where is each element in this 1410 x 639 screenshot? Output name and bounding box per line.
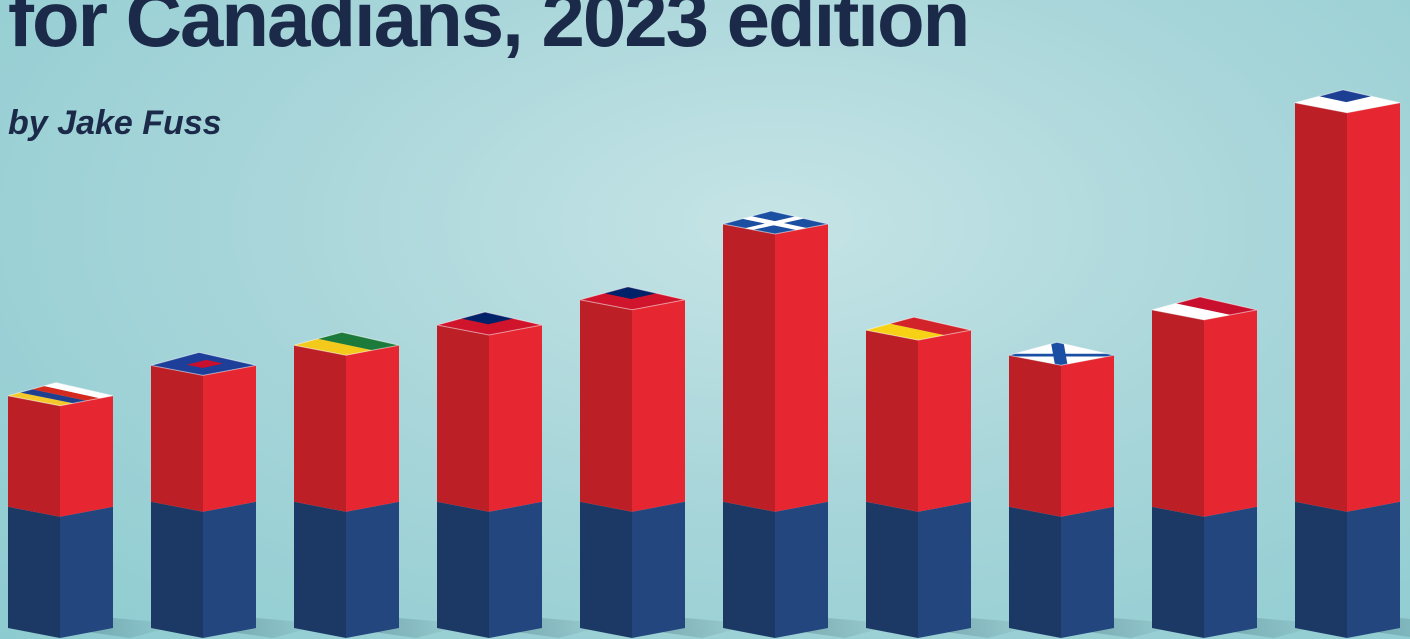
- bar-bottom-segment-left-face: [1152, 506, 1204, 638]
- bar-8: [1008, 341, 1115, 638]
- manitoba-flag-icon: [436, 311, 543, 336]
- bar-6: [722, 210, 829, 638]
- bar-bottom-segment-left-face: [723, 501, 775, 638]
- bar-10: [1294, 89, 1401, 638]
- bar-2: [150, 351, 257, 638]
- ontario-flag-icon: [579, 286, 686, 311]
- flag-emblem: [186, 359, 224, 368]
- flag-stripe: [294, 338, 373, 356]
- flag-stripe: [44, 382, 113, 399]
- quebec-flag-icon: [722, 210, 829, 235]
- bar-cap-outline: [1008, 341, 1115, 366]
- bar-bottom-segment-left-face: [151, 501, 203, 638]
- bar-cap-outline: [722, 210, 829, 235]
- bar-bottom-segment-right-face: [60, 506, 113, 638]
- flag-saltire-b: [1051, 342, 1068, 366]
- bar-bottom-segment-left-face: [866, 501, 918, 638]
- bc-flag-icon: [7, 382, 114, 407]
- bar-bottom-segment-right-face: [489, 501, 542, 638]
- bar-top-segment-right-face: [1347, 102, 1400, 512]
- bar-7: [865, 316, 972, 638]
- bar-bottom-segment-left-face: [1009, 506, 1061, 638]
- flag-stripe: [32, 386, 100, 401]
- flag-stripe: [1152, 303, 1231, 320]
- flag-stripe: [1176, 296, 1257, 315]
- bar-bottom-segment-right-face: [918, 501, 971, 638]
- bar-cap-outline: [579, 286, 686, 311]
- bar-bottom-segment-left-face: [294, 501, 346, 638]
- flag-stripe: [20, 389, 87, 404]
- bar-bottom-segment-right-face: [632, 501, 685, 638]
- bar-cap-outline: [7, 382, 114, 407]
- bar-top-segment-left-face: [1295, 102, 1347, 512]
- alberta-flag-icon: [150, 351, 257, 376]
- bar-5: [579, 286, 686, 638]
- bar-top-segment-right-face: [918, 330, 971, 512]
- bar-top-segment-left-face: [1009, 355, 1061, 517]
- bar-bottom-segment-right-face: [1061, 506, 1114, 638]
- bar-top-segment-right-face: [346, 345, 399, 512]
- bar-top-segment-right-face: [775, 224, 828, 512]
- saskatchewan-flag-icon: [293, 331, 400, 356]
- bar-top-segment-right-face: [203, 365, 256, 512]
- bar-cap-outline: [865, 316, 972, 341]
- bar-cap-outline: [1151, 296, 1258, 321]
- chart-byline: by Jake Fuss: [8, 104, 222, 142]
- bar-top-segment-right-face: [1061, 355, 1114, 517]
- bar-cap-outline: [293, 331, 400, 356]
- bar-top-segment-left-face: [723, 224, 775, 512]
- bar-top-segment-left-face: [294, 345, 346, 512]
- new-brunswick-flag-icon: [865, 316, 972, 341]
- bar-9: [1151, 296, 1258, 638]
- bar-top-segment-right-face: [60, 395, 113, 517]
- bar-bottom-segment-right-face: [1204, 506, 1257, 638]
- flag-stripe: [318, 332, 399, 351]
- bar-bottom-segment-right-face: [203, 501, 256, 638]
- bar-bottom-segment-right-face: [1347, 501, 1400, 638]
- bar-bottom-segment-left-face: [8, 506, 60, 638]
- bar-bottom-segment-left-face: [437, 501, 489, 638]
- bar-top-segment-right-face: [1204, 309, 1257, 517]
- bar-bottom-segment-left-face: [580, 501, 632, 638]
- bar-cap-outline: [436, 311, 543, 336]
- bar-top-segment-left-face: [1152, 309, 1204, 517]
- newfoundland-flag-icon: [1294, 89, 1401, 114]
- bar-top-segment-left-face: [580, 299, 632, 512]
- bar-top-segment-left-face: [437, 325, 489, 512]
- nova-scotia-flag-icon: [1008, 341, 1115, 366]
- flag-stripe: [866, 323, 945, 341]
- flag-stripe: [890, 317, 971, 336]
- flag-stripe: [8, 392, 74, 406]
- bar-3: [293, 331, 400, 638]
- bar-top-segment-right-face: [489, 325, 542, 512]
- bar-bottom-segment-left-face: [1295, 501, 1347, 638]
- bar-top-segment-left-face: [8, 395, 60, 517]
- bar-bottom-segment-right-face: [775, 501, 828, 638]
- bar-1: [7, 382, 114, 638]
- bar-top-segment-left-face: [151, 365, 203, 512]
- bar-top-segment-left-face: [866, 330, 918, 512]
- pei-flag-icon: [1151, 296, 1258, 321]
- bar-4: [436, 311, 543, 638]
- bar-bottom-segment-right-face: [346, 501, 399, 638]
- bar-cap-outline: [1294, 89, 1401, 114]
- flag-cross-horizontal: [742, 216, 807, 230]
- bar-cap-outline: [150, 351, 257, 376]
- chart-title: for Canadians, 2023 edition: [8, 0, 970, 63]
- bar-top-segment-right-face: [632, 299, 685, 512]
